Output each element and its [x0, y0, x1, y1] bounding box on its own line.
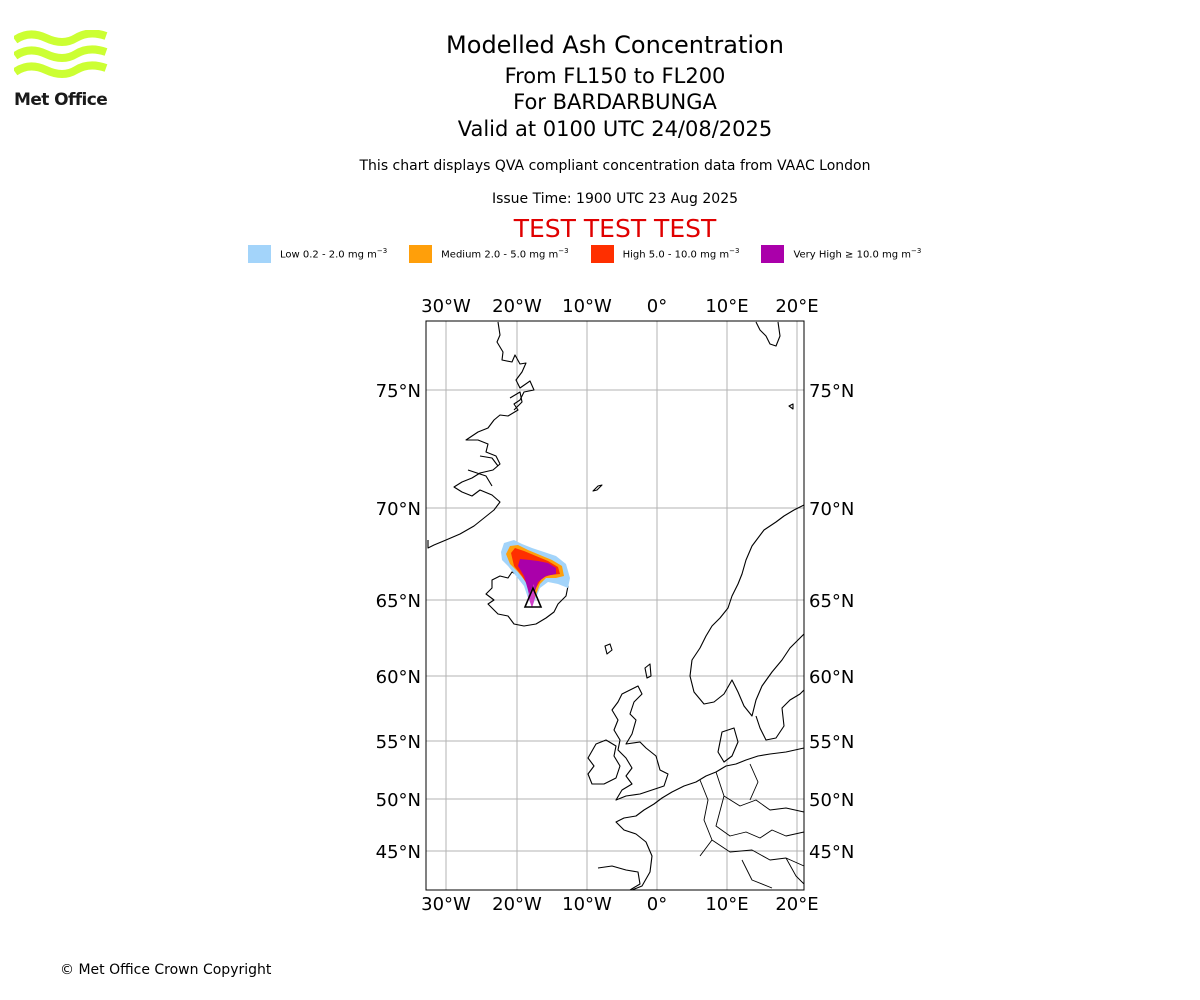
left-lat-label: 60°N	[376, 667, 421, 688]
right-lat-label: 45°N	[809, 842, 854, 863]
left-lat-label: 55°N	[376, 732, 421, 753]
top-lon-label: 0°	[647, 296, 667, 317]
right-lat-label: 75°N	[809, 381, 854, 402]
greenland-fjord-3	[467, 469, 493, 487]
legend-swatch-high	[590, 245, 614, 263]
bottom-lon-label: 0°	[647, 894, 667, 915]
right-lat-label: 55°N	[809, 732, 854, 753]
met-office-logo: Met Office	[12, 29, 108, 112]
chart-title: Modelled Ash Concentration	[446, 31, 784, 59]
norway-coast	[689, 504, 805, 717]
legend-swatch-medium	[409, 245, 433, 263]
svalbard-coast	[755, 321, 781, 347]
legend-swatch-low	[248, 245, 271, 263]
iberia-coast	[597, 865, 641, 891]
valid-time: Valid at 0100 UTC 24/08/2025	[457, 117, 773, 141]
legend-swatch-very-high	[761, 245, 785, 263]
legend-item-high: High 5.0 - 10.0 mg m−3	[590, 245, 740, 263]
volcano-marker-icon	[523, 585, 543, 608]
ash-very-high	[518, 559, 556, 604]
flight-level-range: From FL150 to FL200	[504, 64, 726, 88]
jan-mayen	[592, 484, 603, 492]
volcano-name: For BARDARBUNGA	[513, 90, 717, 114]
chart-description: This chart displays QVA compliant concen…	[359, 158, 871, 174]
faroe-islands	[604, 643, 613, 655]
test-banner: TEST TEST TEST	[513, 214, 717, 243]
graticule	[426, 321, 804, 890]
legend-item-low: Low 0.2 - 2.0 mg m−3	[248, 245, 387, 263]
borders	[699, 763, 805, 889]
bottom-lon-label: 10°W	[562, 894, 612, 915]
bear-island	[788, 403, 794, 410]
legend-label-low: Low 0.2 - 2.0 mg m−3	[280, 247, 388, 261]
top-lon-label: 20°W	[492, 296, 542, 317]
left-lat-label: 65°N	[376, 591, 421, 612]
tick-labels: 30°W 20°W 10°W 0° 10°E 20°E 30°W 20°W 10…	[376, 296, 855, 915]
greenland-fjord-2	[479, 455, 499, 467]
great-britain-coast	[611, 685, 669, 801]
legend-label-very-high: Very High ≥ 10.0 mg m−3	[793, 247, 922, 261]
left-lat-label: 45°N	[376, 842, 421, 863]
greenland-fjord-1	[509, 391, 523, 411]
bottom-lon-label: 20°E	[775, 894, 818, 915]
legend-item-very-high: Very High ≥ 10.0 mg m−3	[761, 245, 921, 263]
sweden-coast	[755, 689, 805, 741]
bottom-lon-label: 30°W	[421, 894, 471, 915]
left-lat-label: 75°N	[376, 381, 421, 402]
bottom-lon-label: 20°W	[492, 894, 542, 915]
top-lon-label: 20°E	[775, 296, 818, 317]
ireland-coast	[587, 739, 621, 785]
top-lon-label: 10°E	[705, 296, 748, 317]
shetland	[644, 663, 652, 679]
legend-label-medium: Medium 2.0 - 5.0 mg m−3	[441, 247, 569, 261]
map-frame	[425, 320, 805, 891]
continental-europe-coast	[615, 747, 805, 891]
met-office-waves-icon	[12, 29, 108, 78]
right-lat-label: 65°N	[809, 591, 854, 612]
top-lon-label: 10°W	[562, 296, 612, 317]
top-lon-label: 30°W	[421, 296, 471, 317]
legend-item-medium: Medium 2.0 - 5.0 mg m−3	[409, 245, 569, 263]
left-lat-label: 50°N	[376, 790, 421, 811]
logo-text: Met Office	[14, 90, 108, 110]
bottom-lon-label: 10°E	[705, 894, 748, 915]
ash-cloud	[501, 540, 570, 608]
right-lat-label: 50°N	[809, 790, 854, 811]
denmark-coast	[717, 727, 739, 763]
legend-label-high: High 5.0 - 10.0 mg m−3	[622, 247, 740, 261]
right-lat-label: 60°N	[809, 667, 854, 688]
greenland-coast	[427, 321, 535, 549]
issue-time: Issue Time: 1900 UTC 23 Aug 2025	[491, 191, 739, 207]
legend: Low 0.2 - 2.0 mg m−3 Medium 2.0 - 5.0 mg…	[248, 244, 943, 264]
right-lat-label: 70°N	[809, 499, 854, 520]
coastlines	[427, 321, 805, 891]
left-lat-label: 70°N	[376, 499, 421, 520]
copyright-notice: © Met Office Crown Copyright	[60, 962, 272, 978]
